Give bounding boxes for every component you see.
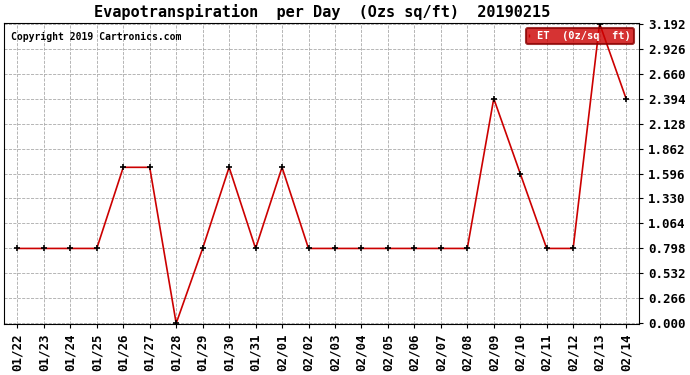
Legend: ET  (0z/sq  ft): ET (0z/sq ft) [526, 28, 634, 44]
Title: Evapotranspiration  per Day  (Ozs sq/ft)  20190215: Evapotranspiration per Day (Ozs sq/ft) 2… [94, 4, 550, 20]
Text: Copyright 2019 Cartronics.com: Copyright 2019 Cartronics.com [10, 32, 181, 42]
